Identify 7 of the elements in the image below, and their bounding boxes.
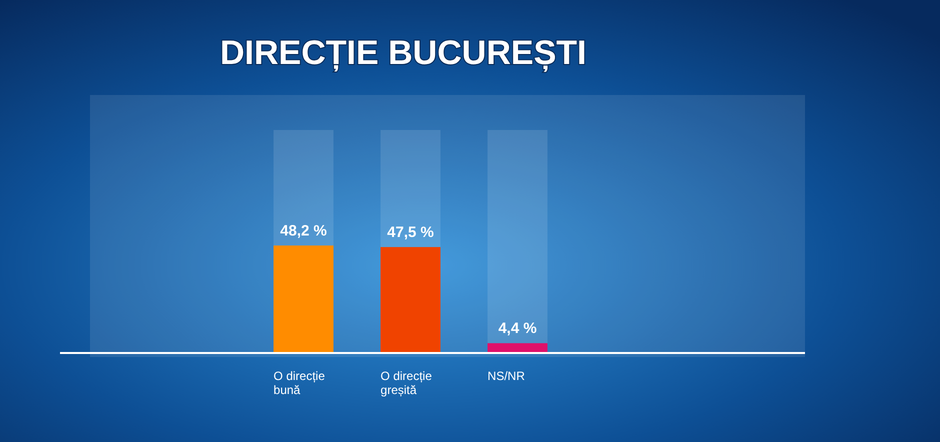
data-label: 4,4 % [498,320,537,338]
data-label: 48,2 % [280,222,327,240]
chart-title: DIRECȚIE BUCUREȘTI [220,34,586,72]
x-tick-label: O direcție bună [274,369,326,397]
x-tick-label: NS/NR [488,369,526,383]
x-tick-label: O direcție greșită [380,369,432,397]
data-label: 47,5 % [387,224,434,242]
